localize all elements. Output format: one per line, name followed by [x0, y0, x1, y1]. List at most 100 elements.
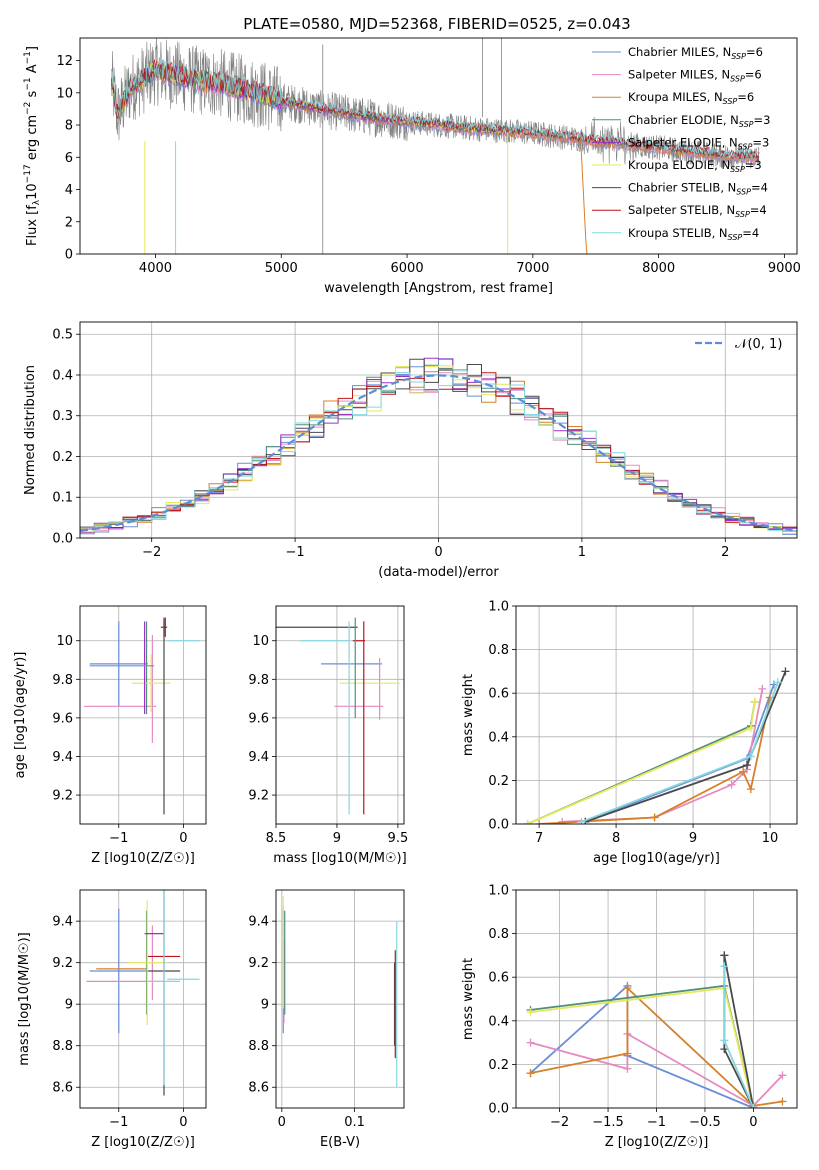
- x-tick-label: 10: [762, 831, 779, 846]
- series-line: [527, 701, 756, 824]
- series-marker: [720, 962, 729, 971]
- errorbars: [282, 896, 398, 1088]
- series-marker: [535, 820, 544, 824]
- y-tick-label: 9.4: [248, 915, 269, 930]
- x-tick-label: 9: [689, 831, 697, 846]
- age_vs_Z-panel: −1 0 9.2 9.4 9.6 9.8 10 Z [log10(Z/Z☉)] age [log…: [13, 605, 207, 866]
- legend-label: Salpeter STELIB, NSSP=4: [628, 203, 767, 219]
- series-marker: [727, 780, 736, 789]
- model-spectrum: [111, 58, 760, 158]
- massweight_vs_Z-panel: −2 −1.5 −1 −0.5 0 0.0 0.2 0.4 0.6 0.8 1.0 Z [log10(…: [461, 884, 798, 1150]
- x-tick-label: 4000: [139, 261, 172, 276]
- y-tick-label: 9.2: [52, 789, 73, 804]
- y-tick-label: 0.3: [52, 409, 73, 424]
- x-tick-label: 0: [179, 1115, 187, 1130]
- axes-frame: [79, 321, 798, 539]
- x-tick-label: −1: [109, 1115, 128, 1130]
- y-tick-label: 0.6: [488, 971, 509, 986]
- x-tick-label: 8.5: [266, 831, 287, 846]
- x-tick-label: −2: [550, 1115, 569, 1130]
- x-tick-label: −0.5: [689, 1115, 721, 1130]
- x-tick-label: 6000: [391, 261, 424, 276]
- x-tick-label: 0: [749, 1115, 757, 1130]
- model-dropout: [580, 137, 588, 254]
- y-tick-label: 0.4: [488, 1014, 509, 1029]
- x-axis-label: wavelength [Angstrom, rest frame]: [324, 281, 553, 296]
- y-tick-label: 9.2: [248, 789, 269, 804]
- y-tick-label: 6: [65, 151, 73, 166]
- legend-label: Salpeter ELODIE, NSSP=3: [628, 135, 769, 151]
- y-axis-label: Normed distribution: [23, 365, 38, 495]
- x-axis-label: (data-model)/error: [378, 565, 499, 580]
- series-marker: [781, 667, 790, 676]
- x-axis-label: Z [log10(Z/Z☉)]: [605, 1135, 709, 1150]
- series-line: [562, 688, 764, 823]
- y-tick-label: 2: [65, 215, 73, 230]
- y-axis-label: mass [log10(M/M☉)]: [17, 932, 32, 1065]
- y-tick-label: 0.2: [488, 1058, 509, 1073]
- x-axis-label: age [log10(age/yr)]: [593, 851, 720, 866]
- y-tick-label: 0.5: [52, 328, 73, 343]
- series-marker: [773, 678, 782, 687]
- y-tick-label: 0.2: [52, 450, 73, 465]
- y-tick-label: 9.8: [248, 673, 269, 688]
- y-tick-label: 0.2: [488, 774, 509, 789]
- series-line: [527, 701, 756, 824]
- series-marker: [739, 767, 748, 776]
- y-tick-label: 0.8: [488, 643, 509, 658]
- series-marker: [720, 951, 729, 960]
- series-marker: [746, 724, 755, 733]
- axes-frame: [275, 889, 405, 1109]
- spectrum-panel: 4000 5000 6000 7000 8000 9000 0 2 4 6 8 10 12 wavelen…: [23, 37, 801, 296]
- mass_vs_Z-panel: −1 0 8.6 8.8 9 9.2 9.4 Z [log10(Z/Z☉)] mass [log…: [17, 889, 207, 1150]
- series-marker: [523, 820, 532, 824]
- age_vs_mass-panel: 8.5 9 9.5 9.2 9.4 9.6 9.8 10 mass [log10(M/M☉)]: [248, 605, 408, 866]
- y-tick-label: 0.1: [52, 491, 73, 506]
- y-tick-label: 9.4: [52, 915, 73, 930]
- mass_vs_EBV-panel: 0 0.1 8.6 8.8 9 9.2 9.4 E(B-V): [248, 889, 405, 1150]
- series-marker: [526, 1008, 535, 1017]
- series-marker: [720, 1045, 729, 1054]
- x-tick-label: 8: [612, 831, 620, 846]
- y-tick-label: 8.6: [52, 1081, 73, 1096]
- y-tick-label: 8: [65, 119, 73, 134]
- massweight_vs_age-panel: 7 8 9 10 0.0 0.2 0.4 0.6 0.8 1.0 age [log10(age/yr…: [461, 600, 798, 866]
- y-tick-label: 10: [252, 634, 269, 649]
- figure-title: PLATE=0580, MJD=52368, FIBERID=0525, z=0…: [243, 15, 630, 33]
- y-tick-label: 12: [56, 54, 73, 69]
- y-tick-label: 0.0: [488, 818, 509, 833]
- errorbars: [276, 617, 401, 815]
- legend-label: Chabrier ELODIE, NSSP=3: [628, 113, 770, 129]
- series-lines: [523, 667, 790, 824]
- legend-label: Kroupa MILES, NSSP=6: [628, 90, 754, 106]
- x-tick-label: −2: [142, 545, 161, 560]
- histogram-step: [80, 370, 797, 532]
- y-tick-label: 0.4: [488, 730, 509, 745]
- spectrum-legend: Chabrier MILES, NSSP=6 Salpeter MILES, NS…: [592, 45, 770, 242]
- series-marker: [623, 1064, 632, 1073]
- series-marker: [623, 1049, 632, 1058]
- y-tick-label: 0.0: [488, 1102, 509, 1117]
- x-axis-label: E(B-V): [320, 1135, 360, 1150]
- axes-frame: [515, 605, 798, 825]
- series-marker: [526, 1069, 535, 1078]
- y-tick-label: 0.0: [52, 532, 73, 547]
- y-tick-label: 9: [261, 998, 269, 1013]
- series-line: [585, 671, 787, 823]
- x-tick-label: 8000: [642, 261, 675, 276]
- y-tick-label: 9.2: [52, 956, 73, 971]
- y-axis-label: mass weight: [461, 674, 476, 756]
- series-marker: [778, 1097, 787, 1106]
- series-marker: [758, 684, 767, 693]
- x-tick-label: 0.1: [344, 1115, 365, 1130]
- series-line: [581, 681, 779, 823]
- spectrum-lines: [111, 38, 760, 254]
- y-tick-label: 9.6: [52, 711, 73, 726]
- y-tick-label: 8.8: [248, 1039, 269, 1054]
- axes-frame: [79, 605, 207, 825]
- errorbars: [86, 890, 200, 1096]
- x-tick-label: 9: [333, 831, 341, 846]
- y-tick-label: 0: [65, 248, 73, 263]
- y-tick-label: 9.6: [248, 711, 269, 726]
